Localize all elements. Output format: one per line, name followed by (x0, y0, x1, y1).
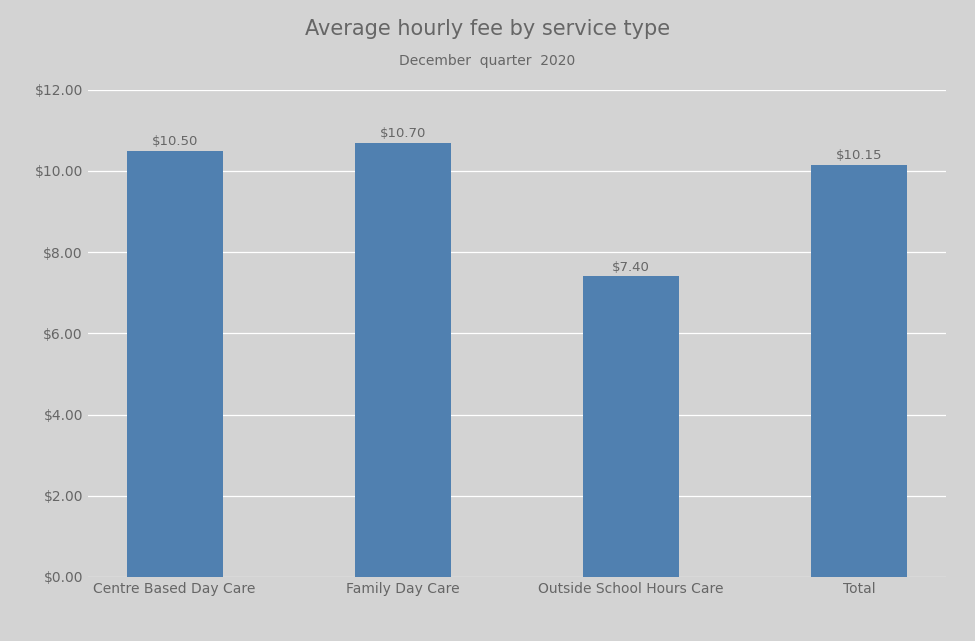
Text: $7.40: $7.40 (612, 261, 649, 274)
Text: $10.70: $10.70 (379, 127, 426, 140)
Text: Average hourly fee by service type: Average hourly fee by service type (305, 19, 670, 39)
Bar (127, 151, 222, 577)
Bar (811, 165, 907, 577)
Text: $10.50: $10.50 (151, 135, 198, 148)
Text: December  quarter  2020: December quarter 2020 (400, 54, 575, 69)
Bar (355, 142, 450, 577)
Bar (583, 276, 679, 577)
Text: $10.15: $10.15 (836, 149, 882, 162)
